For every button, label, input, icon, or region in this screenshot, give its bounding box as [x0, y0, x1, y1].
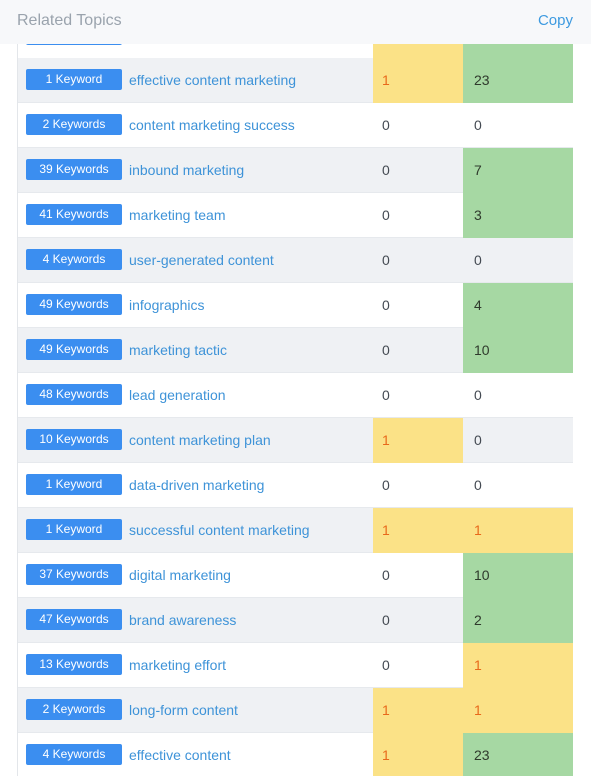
- metric-cell-2: 10: [463, 328, 573, 373]
- metric-cell-1: 0: [382, 117, 390, 133]
- keyword-count-badge[interactable]: 1 Keyword: [26, 69, 122, 90]
- metric-cell-1: 0: [382, 387, 390, 403]
- metric-cell-2: 10: [463, 553, 573, 598]
- table-row: 4 Keywords effective content 1 23: [18, 733, 573, 776]
- table-row: 1 Keyword effective content marketing 1 23: [18, 58, 573, 103]
- topic-link[interactable]: marketing effort: [129, 657, 227, 673]
- metric-cell-1: 0: [382, 162, 390, 178]
- topic-link[interactable]: data-driven marketing: [129, 477, 265, 493]
- metric-cell-1: 1: [373, 418, 463, 463]
- keyword-count-badge[interactable]: 1 Keyword: [26, 474, 122, 495]
- metric-cell-1: 0: [382, 252, 390, 268]
- metric-cell-2: 1: [463, 688, 573, 733]
- keyword-count-badge[interactable]: 10 Keywords: [26, 429, 122, 450]
- keyword-count-badge[interactable]: 37 Keywords: [26, 564, 122, 585]
- table-row: 39 Keywords inbound marketing 0 7: [18, 148, 573, 193]
- topic-link[interactable]: lead generation: [129, 387, 226, 403]
- topic-link[interactable]: long-form content: [129, 702, 238, 718]
- panel-title: Related Topics: [17, 12, 122, 29]
- keyword-count-badge[interactable]: 39 Keywords: [26, 159, 122, 180]
- metric-cell-2: 0: [474, 117, 482, 133]
- table-row: 47 Keywords brand awareness 0 2: [18, 598, 573, 643]
- metric-cell-1: 1: [373, 58, 463, 103]
- metric-cell-1: 0: [382, 342, 390, 358]
- metric-cell-2: 0: [474, 387, 482, 403]
- table-row: 4 Keywords user-generated content 0 0: [18, 238, 573, 283]
- table-row: 1 Keyword successful content marketing 1 1: [18, 508, 573, 553]
- metric-cell-1: 0: [382, 207, 390, 223]
- table-row: 13 Keywords marketing effort 0 1: [18, 643, 573, 688]
- keyword-count-badge-partial[interactable]: [26, 44, 122, 45]
- keyword-count-badge[interactable]: 49 Keywords: [26, 294, 122, 315]
- keyword-count-badge[interactable]: 2 Keywords: [26, 699, 122, 720]
- metric-cell-1: 1: [373, 688, 463, 733]
- table-row: 48 Keywords lead generation 0 0: [18, 373, 573, 418]
- topic-link[interactable]: content marketing success: [129, 117, 295, 133]
- keyword-count-badge[interactable]: 4 Keywords: [26, 744, 122, 765]
- metric-cell-2: 3: [463, 193, 573, 238]
- topic-link[interactable]: infographics: [129, 297, 205, 313]
- metric-cell-2: 0: [474, 432, 482, 448]
- metric-cell-1: 1: [373, 733, 463, 776]
- keyword-count-badge[interactable]: 41 Keywords: [26, 204, 122, 225]
- topic-link[interactable]: effective content marketing: [129, 72, 297, 88]
- metric-cell-2: 1: [463, 508, 573, 553]
- metric-cell-1: 0: [382, 567, 390, 583]
- table-row: 37 Keywords digital marketing 0 10: [18, 553, 573, 598]
- metric-cell-2: 0: [474, 252, 482, 268]
- topic-link[interactable]: user-generated content: [129, 252, 274, 268]
- table-row: 10 Keywords content marketing plan 1 0: [18, 418, 573, 463]
- topics-table: 1 Keyword effective content marketing 1 23 2…: [17, 44, 573, 776]
- topic-link[interactable]: inbound marketing: [129, 162, 245, 178]
- metric-cell-partial: [373, 44, 463, 58]
- metric-cell-2: 7: [463, 148, 573, 193]
- table-row: 49 Keywords infographics 0 4: [18, 283, 573, 328]
- topic-link[interactable]: content marketing plan: [129, 432, 271, 448]
- copy-button[interactable]: Copy: [537, 12, 573, 29]
- topic-link[interactable]: brand awareness: [129, 612, 237, 628]
- metric-cell-1: 0: [382, 297, 390, 313]
- metric-cell-2: 0: [474, 477, 482, 493]
- table-row: 49 Keywords marketing tactic 0 10: [18, 328, 573, 373]
- keyword-count-badge[interactable]: 2 Keywords: [26, 114, 122, 135]
- table-row: 1 Keyword data-driven marketing 0 0: [18, 463, 573, 508]
- table-row: 2 Keywords content marketing success 0 0: [18, 103, 573, 148]
- topic-link[interactable]: effective content: [129, 747, 231, 763]
- table-row: 41 Keywords marketing team 0 3: [18, 193, 573, 238]
- table-row-partial: [18, 44, 573, 58]
- topic-link[interactable]: marketing team: [129, 207, 226, 223]
- keyword-count-badge[interactable]: 48 Keywords: [26, 384, 122, 405]
- metric-cell-partial: [463, 44, 573, 58]
- topic-link[interactable]: successful content marketing: [129, 522, 310, 538]
- topic-link[interactable]: digital marketing: [129, 567, 231, 583]
- table-body: 1 Keyword effective content marketing 1 23 2…: [18, 58, 573, 776]
- metric-cell-1: 0: [382, 477, 390, 493]
- metric-cell-1: 0: [382, 612, 390, 628]
- keyword-count-badge[interactable]: 1 Keyword: [26, 519, 122, 540]
- keyword-count-badge[interactable]: 47 Keywords: [26, 609, 122, 630]
- keyword-count-badge[interactable]: 4 Keywords: [26, 249, 122, 270]
- keyword-count-badge[interactable]: 49 Keywords: [26, 339, 122, 360]
- metric-cell-2: 2: [463, 598, 573, 643]
- metric-cell-2: 23: [463, 733, 573, 776]
- metric-cell-1: 1: [373, 508, 463, 553]
- metric-cell-2: 4: [463, 283, 573, 328]
- keyword-count-badge[interactable]: 13 Keywords: [26, 654, 122, 675]
- metric-cell-2: 23: [463, 58, 573, 103]
- table-row: 2 Keywords long-form content 1 1: [18, 688, 573, 733]
- metric-cell-2: 1: [463, 643, 573, 688]
- panel-header: Related Topics Copy: [0, 0, 591, 44]
- topic-link[interactable]: marketing tactic: [129, 342, 228, 358]
- metric-cell-1: 0: [382, 657, 390, 673]
